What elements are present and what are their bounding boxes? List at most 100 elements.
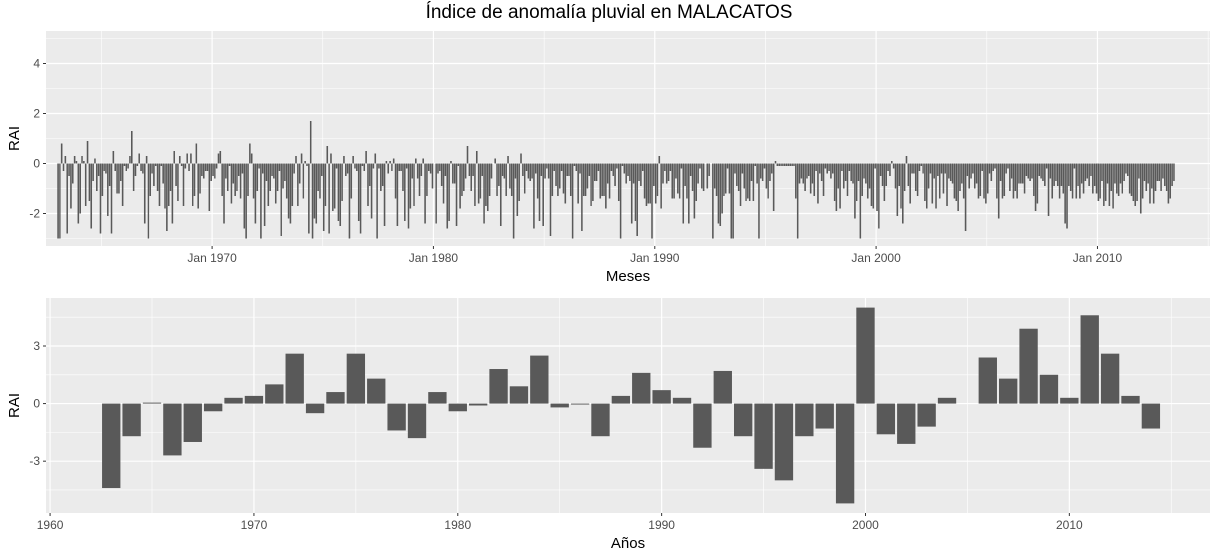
monthly-bar	[844, 163, 847, 181]
monthly-bar	[293, 163, 295, 174]
monthly-bar	[595, 163, 598, 181]
monthly-bar	[857, 163, 860, 181]
monthly-bar	[391, 163, 393, 171]
monthly-bar	[374, 153, 377, 164]
monthly-bar	[625, 163, 627, 184]
monthly-bar	[241, 163, 244, 174]
monthly-bar	[678, 163, 681, 199]
monthly-bar	[649, 163, 651, 204]
monthly-bar	[426, 163, 428, 196]
x-tick-label: Jan 1990	[630, 251, 680, 265]
monthly-bar	[575, 163, 578, 171]
monthly-bar	[1079, 163, 1081, 199]
monthly-bar	[582, 163, 585, 196]
monthly-bar	[990, 163, 993, 181]
monthly-bar	[588, 163, 591, 176]
x-tick-label: 2010	[1056, 518, 1083, 532]
monthly-bar	[285, 163, 288, 199]
monthly-bar	[765, 163, 768, 189]
monthly-bar	[577, 163, 579, 204]
monthly-bar	[1152, 163, 1155, 204]
monthly-bar	[335, 163, 338, 169]
monthly-bar	[319, 163, 321, 199]
monthly-bar	[357, 163, 360, 221]
monthly-bar	[997, 163, 1000, 219]
monthly-bar	[874, 163, 876, 169]
monthly-bar	[263, 163, 266, 226]
x-tick-label: Jan 2000	[851, 251, 901, 265]
monthly-bar	[630, 163, 633, 224]
annual-bar	[142, 402, 162, 404]
monthly-bar	[870, 163, 873, 206]
monthly-bar	[1025, 163, 1028, 176]
monthly-bar	[994, 163, 996, 169]
monthly-bar	[1034, 163, 1037, 211]
monthly-bar	[929, 163, 932, 174]
monthly-bar	[605, 163, 607, 209]
annual-bar	[774, 403, 794, 481]
monthly-bar	[782, 163, 784, 166]
monthly-bar	[977, 163, 980, 199]
monthly-bar	[942, 163, 945, 194]
monthly-bar	[791, 163, 793, 166]
monthly-bar	[949, 163, 952, 181]
monthly-bar	[394, 163, 397, 199]
monthly-bar	[573, 163, 576, 166]
monthly-bar	[363, 163, 366, 171]
monthly-bar	[276, 163, 279, 191]
monthly-bar	[820, 163, 823, 181]
monthly-bar	[1020, 163, 1022, 184]
monthly-bar	[931, 163, 934, 204]
monthly-bar	[848, 163, 851, 171]
monthly-bar	[1053, 163, 1055, 186]
monthly-bar	[201, 163, 203, 176]
monthly-bar	[1132, 163, 1135, 201]
monthly-bar	[756, 163, 758, 184]
monthly-bar	[798, 163, 801, 184]
annual-rai-chart: 1960 1970 1980 1990 2000 2010 -3 0 3 Años RAI	[6, 298, 1210, 552]
monthly-bar	[557, 163, 559, 196]
monthly-bar	[761, 163, 764, 181]
monthly-bar	[763, 163, 766, 169]
monthly-bar	[911, 163, 913, 174]
monthly-bar	[83, 161, 85, 164]
monthly-bar	[308, 163, 310, 234]
annual-bar	[917, 403, 936, 427]
monthly-bar	[1088, 163, 1090, 186]
monthly-bar	[1056, 163, 1059, 186]
monthly-bar	[57, 163, 59, 239]
monthly-bar	[935, 163, 937, 209]
monthly-bar	[621, 163, 624, 166]
monthly-bar	[879, 163, 882, 176]
monthly-bar	[1119, 163, 1122, 184]
monthly-bar	[769, 163, 771, 181]
monthly-bar	[925, 163, 928, 209]
monthly-bar	[1173, 163, 1175, 181]
monthly-bar	[86, 141, 89, 164]
monthly-bar	[418, 163, 421, 196]
monthly-bar	[212, 163, 214, 176]
monthly-bar	[754, 163, 757, 166]
monthly-bar	[689, 163, 692, 176]
monthly-bar	[959, 163, 961, 191]
monthly-bar	[830, 163, 832, 179]
monthly-bar	[819, 163, 821, 174]
monthly-bar	[121, 163, 124, 206]
monthly-bar	[326, 146, 329, 164]
monthly-bar	[551, 163, 554, 196]
monthly-bar	[627, 163, 629, 176]
monthly-bar	[832, 163, 834, 174]
monthly-bar	[470, 163, 472, 191]
monthly-bar	[996, 163, 998, 199]
monthly-bar	[983, 163, 985, 199]
monthly-bar	[468, 163, 471, 176]
annual-bar	[102, 403, 121, 489]
annual-bar	[183, 403, 202, 442]
monthly-bar	[951, 163, 954, 184]
monthly-bar	[732, 163, 734, 239]
monthly-bar	[540, 163, 543, 176]
monthly-bar	[247, 163, 249, 196]
monthly-bar	[721, 163, 723, 214]
monthly-bar	[878, 163, 880, 229]
monthly-bar	[1071, 163, 1074, 199]
